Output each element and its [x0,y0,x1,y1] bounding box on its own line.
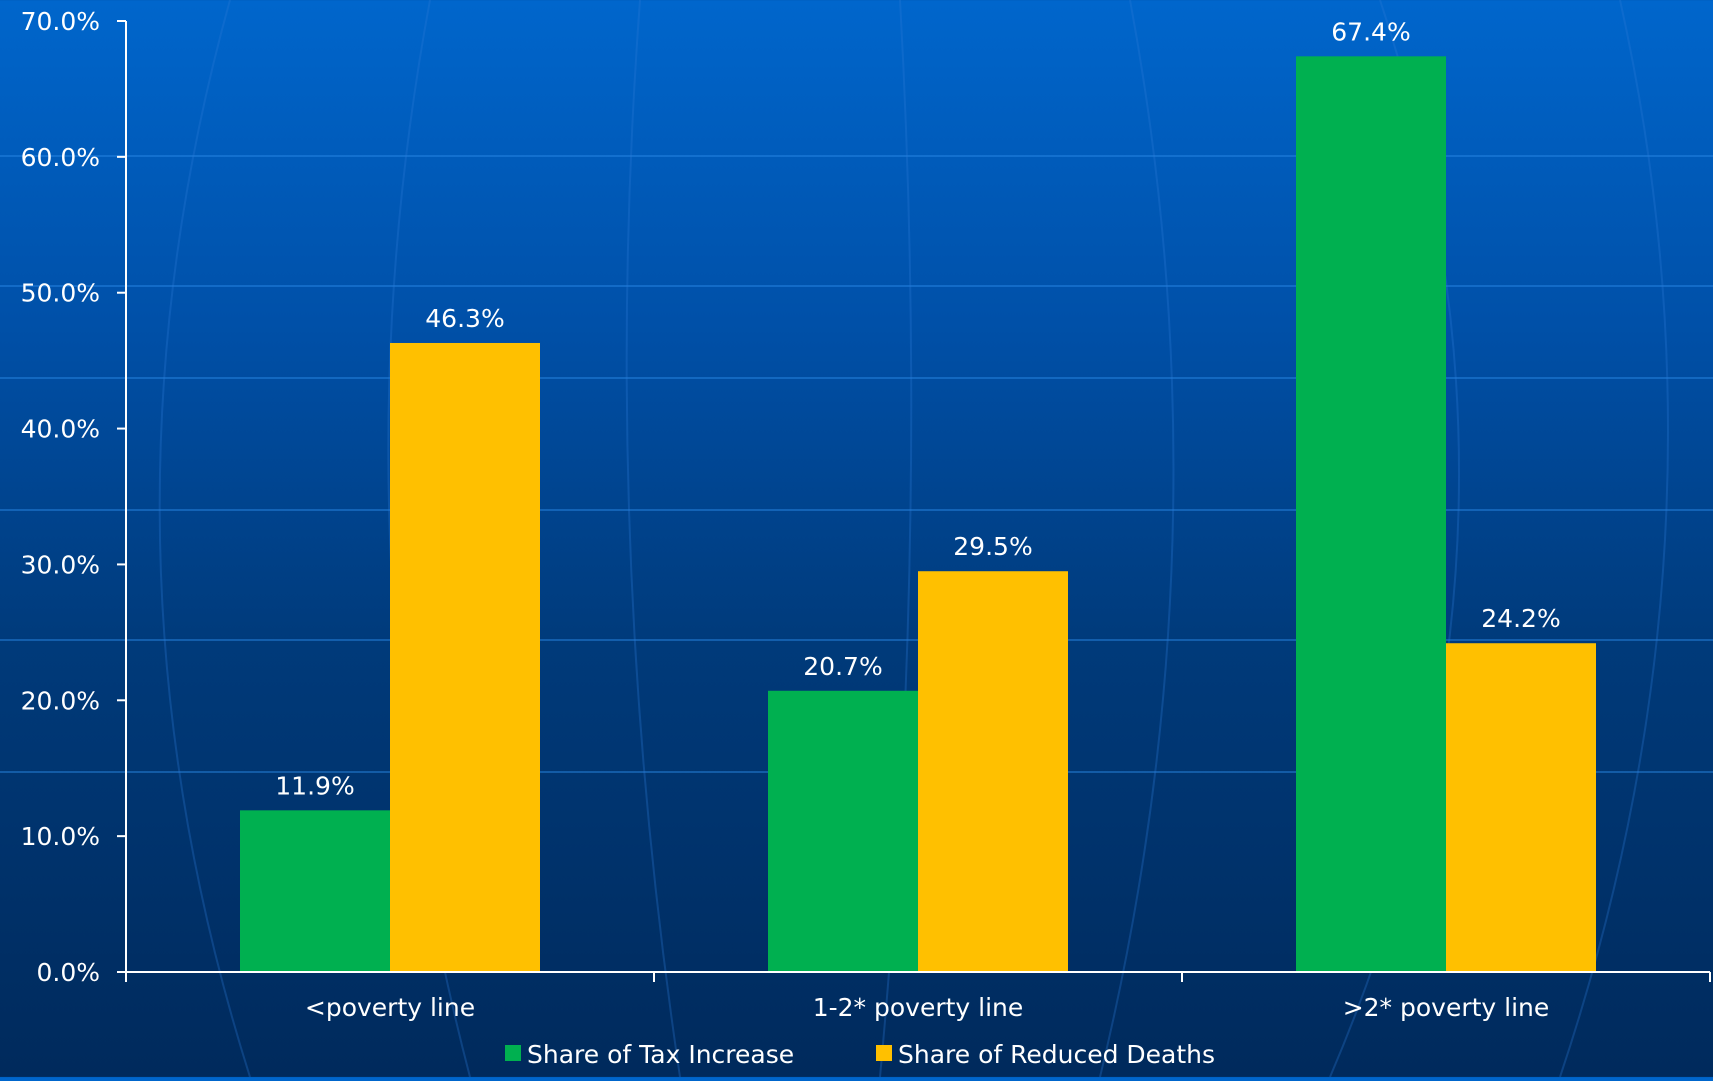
legend: Share of Tax Increase Share of Reduced De… [505,1040,1215,1069]
y-tick-label: 30.0% [21,550,100,579]
axes-group: 0.0% 10.0% 20.0% 30.0% 40.0% 50.0% 60.0% 70.0% <… [21,7,1711,1022]
bg-longitude-line [1559,0,1669,1078]
bar-reduced-deaths-1 [918,571,1068,972]
y-tick-label: 0.0% [36,958,100,987]
data-label: 20.7% [803,652,882,681]
y-tick-label: 60.0% [21,143,100,172]
y-tick-label: 20.0% [21,686,100,715]
bar-tax-increase-0 [240,810,390,972]
x-tick-label: 1-2* poverty line [813,993,1024,1022]
bar-reduced-deaths-0 [390,342,540,972]
x-tick-label: >2* poverty line [1343,993,1550,1022]
bg-longitude-line [625,0,681,1078]
data-label: 46.3% [425,304,504,333]
data-labels-group: 11.9% 46.3% 20.7% 29.5% 67.4% 24.2% [275,17,1560,800]
bar-reduced-deaths-2 [1446,643,1596,972]
x-tick-label: <poverty line [305,993,475,1022]
bar-tax-increase-2 [1296,56,1446,972]
y-tick-label: 40.0% [21,415,100,444]
data-label: 11.9% [275,771,354,800]
legend-swatch [876,1045,892,1061]
y-tick-label: 10.0% [21,822,100,851]
y-tick-label: 50.0% [21,279,100,308]
legend-label: Share of Reduced Deaths [898,1040,1215,1069]
bars-group [240,56,1596,972]
data-label: 29.5% [953,532,1032,561]
data-label: 24.2% [1481,604,1560,633]
data-label: 67.4% [1331,17,1410,46]
y-tick-label: 70.0% [21,7,100,36]
bg-longitude-line [1099,0,1175,1078]
legend-swatch [505,1045,521,1061]
legend-label: Share of Tax Increase [527,1040,794,1069]
bar-tax-increase-1 [768,690,918,972]
bg-longitude-line [158,0,251,1078]
